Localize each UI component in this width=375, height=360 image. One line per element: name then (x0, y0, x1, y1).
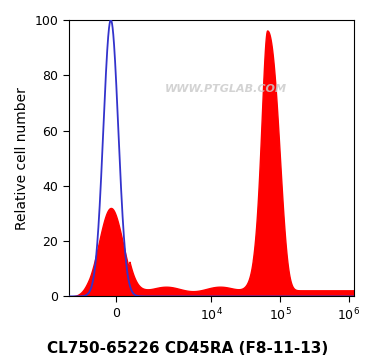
Text: CL750-65226 CD45RA (F8-11-13): CL750-65226 CD45RA (F8-11-13) (47, 341, 328, 356)
Y-axis label: Relative cell number: Relative cell number (15, 87, 29, 230)
Text: WWW.PTGLAB.COM: WWW.PTGLAB.COM (165, 84, 287, 94)
